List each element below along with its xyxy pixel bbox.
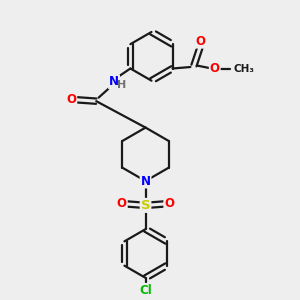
Text: N: N bbox=[140, 175, 151, 188]
Text: S: S bbox=[141, 199, 150, 212]
Text: H: H bbox=[117, 80, 126, 90]
Text: O: O bbox=[195, 35, 205, 48]
Text: O: O bbox=[210, 62, 220, 75]
Text: CH₃: CH₃ bbox=[233, 64, 254, 74]
Text: O: O bbox=[66, 93, 76, 106]
Text: Cl: Cl bbox=[139, 284, 152, 297]
Text: O: O bbox=[164, 197, 174, 210]
Text: O: O bbox=[117, 197, 127, 210]
Text: N: N bbox=[109, 75, 119, 88]
